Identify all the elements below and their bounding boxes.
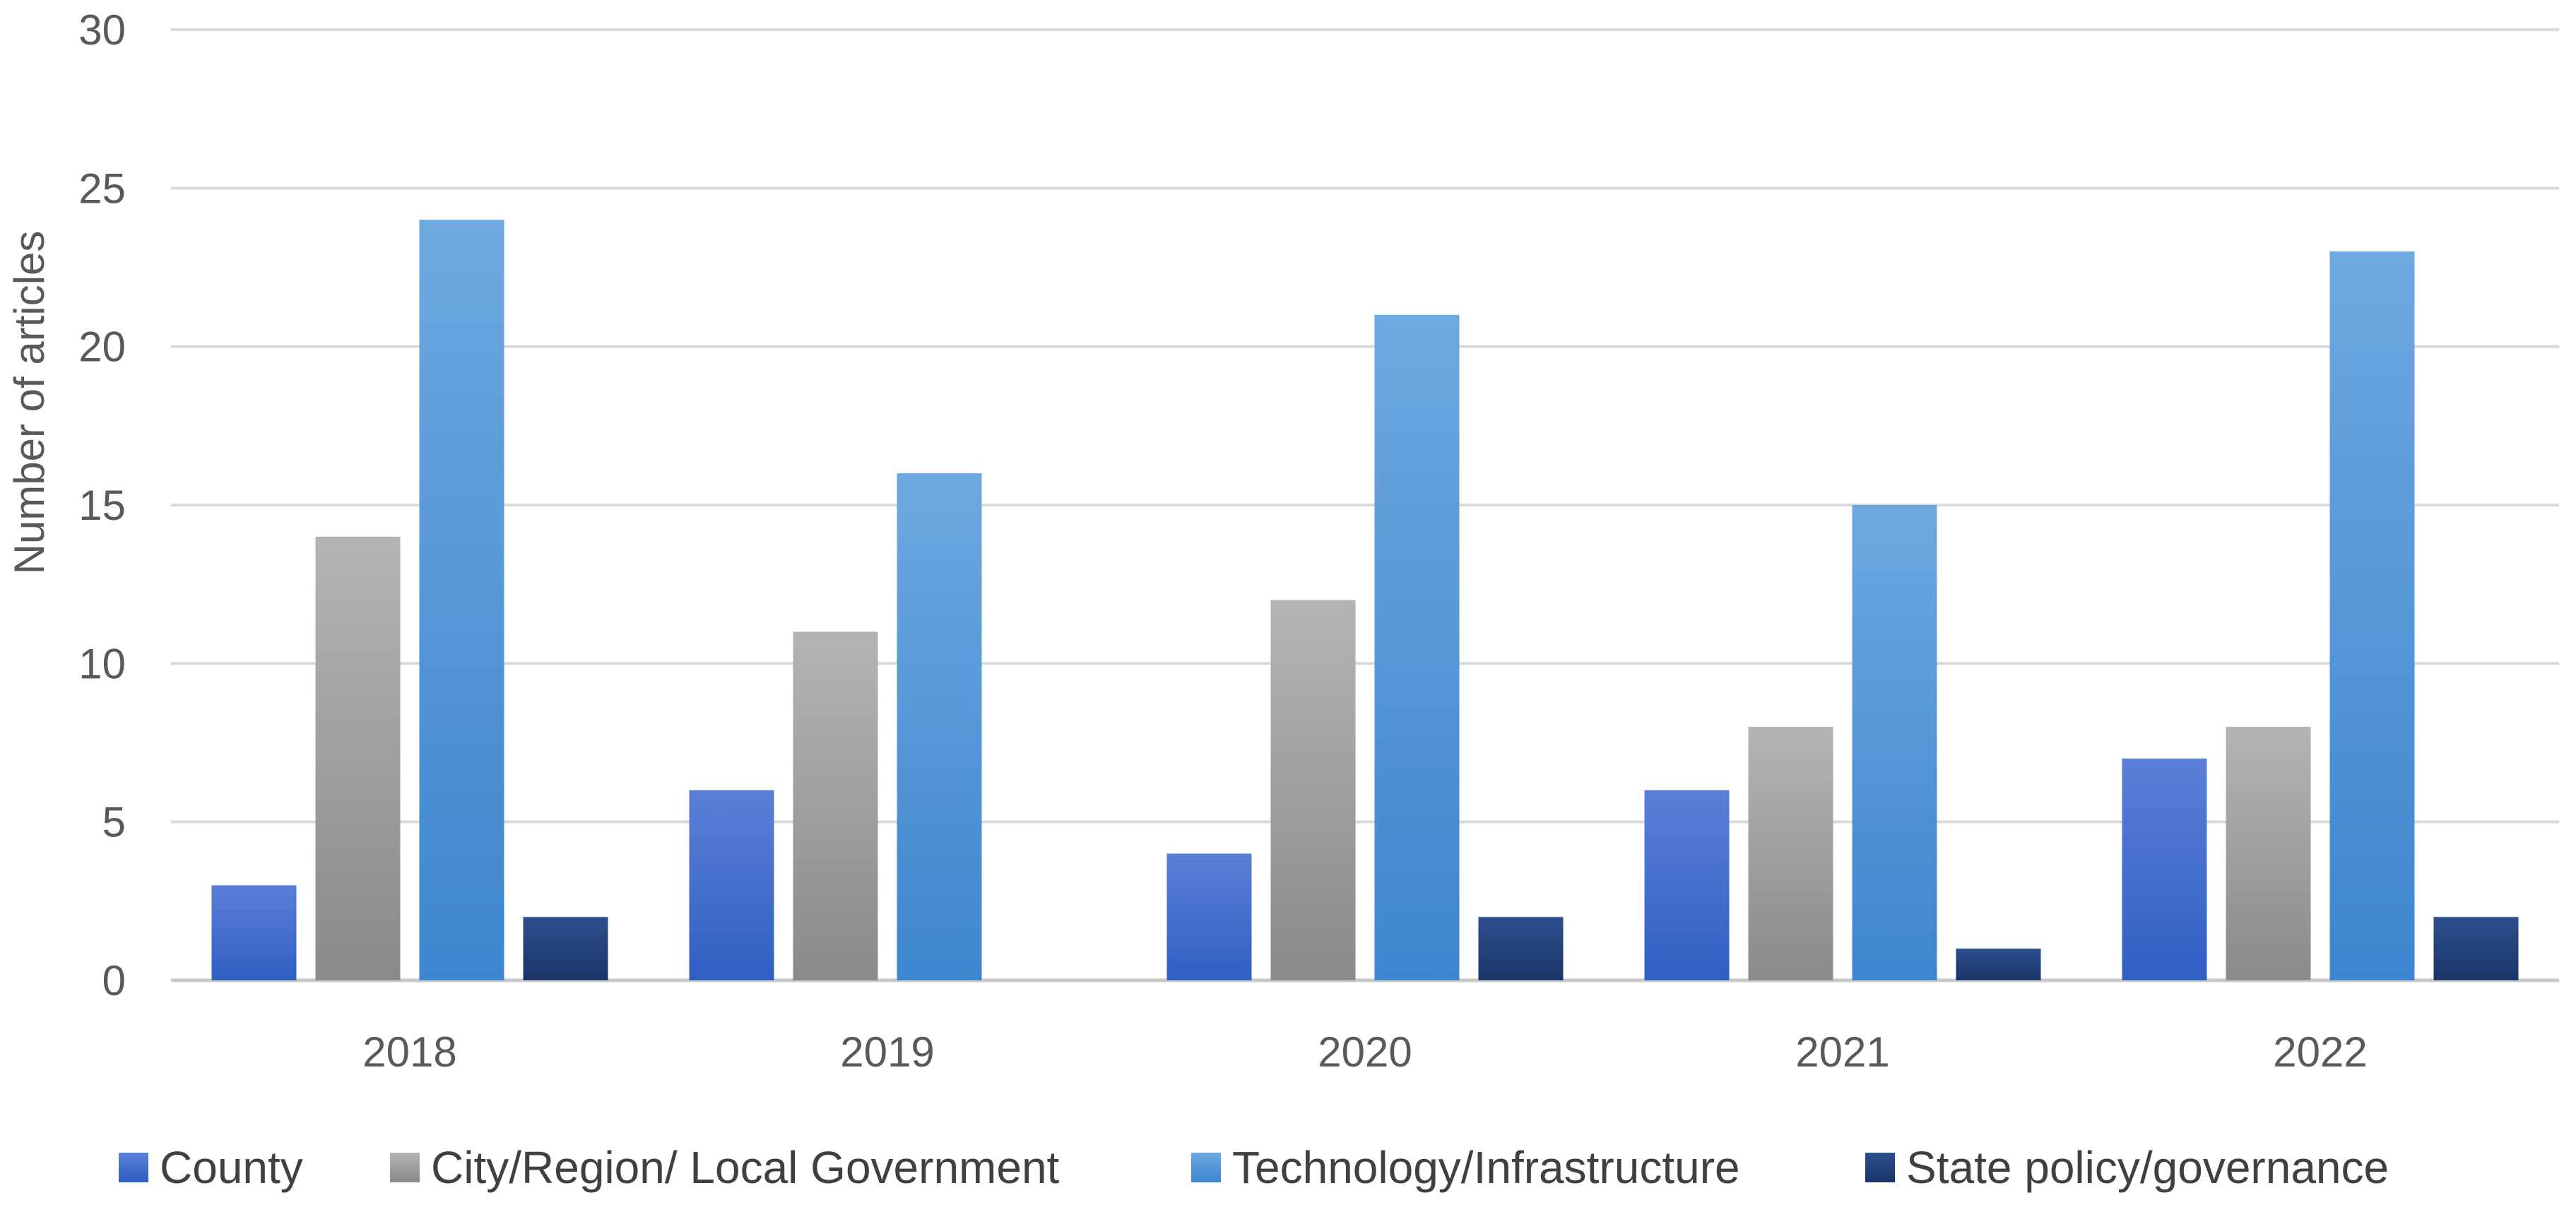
y-tick-label: 25 <box>78 165 126 212</box>
bar-2021-county <box>1644 790 1730 980</box>
bar-2019-city-region-local-government <box>793 631 878 980</box>
legend-label: Technology/Infrastructure <box>1232 1142 1740 1193</box>
bar-2018-technology-infrastructure <box>419 220 504 981</box>
legend: County City/Region/ Local Government Techn… <box>119 1142 2389 1193</box>
y-tick-label: 10 <box>78 640 126 687</box>
y-tick-label: 5 <box>102 799 126 846</box>
bar-2020-city-region-local-government <box>1270 600 1356 980</box>
legend-item: County <box>119 1142 303 1193</box>
legend-label: State policy/governance <box>1906 1142 2389 1193</box>
bar-2018-state-policy-governance <box>523 917 608 980</box>
legend-swatch <box>1191 1153 1221 1182</box>
bar-2022-county <box>2122 758 2207 980</box>
bar-2021-state-policy-governance <box>1956 949 2041 980</box>
bar-2020-technology-infrastructure <box>1374 314 1460 980</box>
legend-swatch <box>119 1153 148 1182</box>
bar-2020-state-policy-governance <box>1478 917 1564 980</box>
legend-item: State policy/governance <box>1865 1142 2389 1193</box>
x-tick-label: 2020 <box>1318 1028 1412 1076</box>
y-axis-ticks: 0 5 10 15 20 25 30 <box>78 6 126 1004</box>
y-tick-label: 0 <box>102 957 126 1004</box>
x-tick-label: 2021 <box>1795 1028 1889 1076</box>
legend-swatch <box>1865 1153 1895 1182</box>
y-tick-label: 20 <box>78 323 126 371</box>
y-tick-label: 15 <box>78 482 126 529</box>
bars <box>211 220 2519 981</box>
bar-2019-county <box>689 790 774 980</box>
legend-item: City/Region/ Local Government <box>390 1142 1060 1193</box>
legend-item: Technology/Infrastructure <box>1191 1142 1740 1193</box>
legend-label: County <box>160 1142 303 1193</box>
legend-swatch <box>390 1153 420 1182</box>
bar-2021-technology-infrastructure <box>1852 505 1937 980</box>
y-tick-label: 30 <box>78 6 126 54</box>
bar-2021-city-region-local-government <box>1748 727 1833 980</box>
y-axis-label: Number of articles <box>6 231 53 575</box>
bar-2020-county <box>1166 853 1252 980</box>
bar-2019-technology-infrastructure <box>897 473 982 980</box>
x-tick-label: 2018 <box>362 1028 456 1076</box>
x-axis-ticks: 2018 2019 2020 2021 2022 <box>362 1028 2367 1076</box>
bar-2022-city-region-local-government <box>2226 727 2311 980</box>
bar-2018-county <box>211 885 297 980</box>
legend-label: City/Region/ Local Government <box>431 1142 1060 1193</box>
bar-2018-city-region-local-government <box>315 536 401 980</box>
x-tick-label: 2022 <box>2273 1028 2367 1076</box>
x-tick-label: 2019 <box>840 1028 934 1076</box>
bar-2022-technology-infrastructure <box>2329 251 2415 981</box>
bar-2022-state-policy-governance <box>2433 917 2519 980</box>
